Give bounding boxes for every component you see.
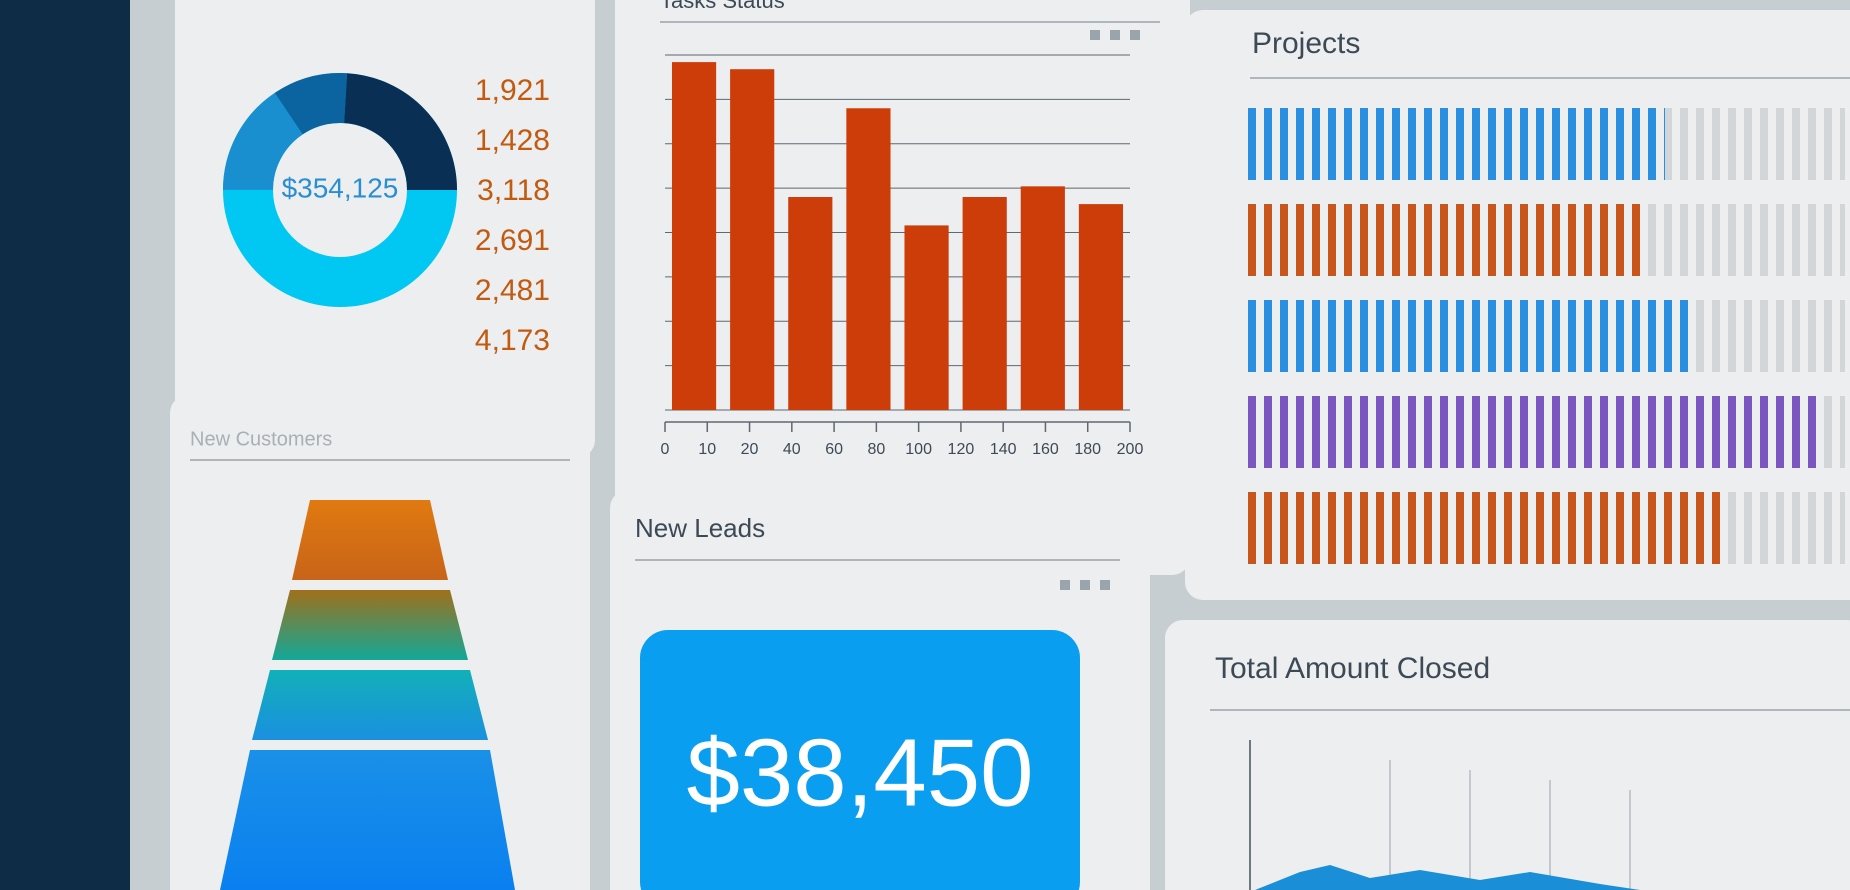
menu-dot [1130, 30, 1140, 40]
kpi-value: $38,450 [686, 719, 1033, 826]
donut-center-label: $354,125 [282, 172, 399, 203]
bar [846, 108, 891, 410]
donut-segment [223, 73, 457, 307]
x-tick-label: 80 [867, 441, 885, 458]
funnel-layer [252, 670, 488, 740]
x-tick-label: 40 [783, 441, 801, 458]
x-tick-label: 100 [905, 441, 932, 458]
progress-bar [1245, 204, 1641, 276]
bar [788, 197, 833, 410]
menu-dot [1090, 30, 1100, 40]
menu-dot [1060, 580, 1070, 590]
x-tick-label: 0 [661, 441, 670, 458]
menu-dot [1110, 30, 1120, 40]
menu-dot [1080, 580, 1090, 590]
x-tick-label: 180 [1074, 441, 1101, 458]
revenue-item: 3,118 [477, 174, 550, 207]
bar [1078, 204, 1124, 410]
x-tick-label: 60 [825, 441, 843, 458]
panel [1165, 620, 1850, 890]
x-tick-label: 10 [698, 441, 716, 458]
bar [1020, 186, 1065, 410]
progress-bar [1245, 396, 1821, 468]
bar [730, 69, 775, 410]
chart-title: Tasks Status [660, 0, 785, 13]
revenue-item: 1,428 [475, 124, 550, 157]
revenue-item: 1,921 [475, 74, 550, 107]
revenue-item: 2,481 [475, 274, 550, 307]
funnel-layer [272, 590, 468, 660]
menu-dot [1100, 580, 1110, 590]
progress-bar [1245, 492, 1725, 564]
chart-title: Projects [1252, 27, 1360, 60]
area-shape [1255, 865, 1640, 890]
revenue-item: 4,173 [475, 324, 550, 357]
funnel-layer [292, 500, 448, 580]
x-tick-label: 160 [1032, 441, 1059, 458]
progress-bar [1245, 300, 1695, 372]
x-tick-label: 200 [1117, 441, 1144, 458]
bar [671, 62, 717, 410]
revenue-item: 2,691 [475, 224, 550, 257]
x-tick-label: 140 [990, 441, 1017, 458]
sidebar [0, 0, 130, 890]
panel-title: Total Amount Closed [1215, 652, 1490, 685]
x-tick-label: 20 [741, 441, 759, 458]
kpi-card [640, 630, 1080, 890]
x-tick-label: 120 [948, 441, 975, 458]
donut-segment [223, 73, 457, 307]
panel-title: New Leads [635, 513, 765, 543]
progress-bar [1245, 108, 1665, 180]
panel-title: New Customers [190, 428, 332, 450]
funnel-layer [220, 750, 515, 890]
bar [904, 225, 949, 410]
bar [962, 197, 1007, 410]
